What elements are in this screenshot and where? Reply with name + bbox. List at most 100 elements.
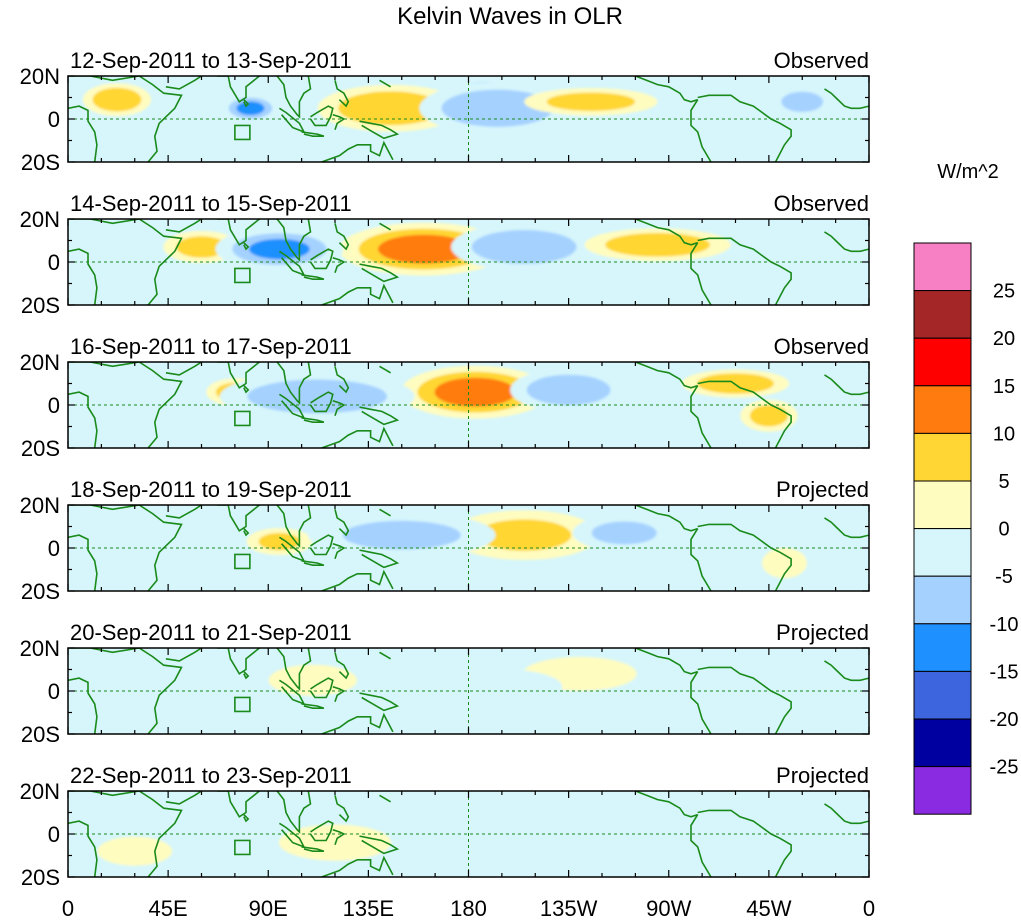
coastline: [309, 105, 334, 127]
coastline: [334, 509, 350, 537]
coastline: [697, 94, 792, 162]
colorbar-swatch: [913, 290, 972, 339]
coastline: [635, 648, 698, 675]
coastline: [697, 666, 792, 734]
panel-period-label: 16-Sep-2011 to 17-Sep-2011: [70, 334, 352, 359]
y-tick-label: 0: [48, 822, 60, 847]
coastline: [301, 703, 325, 710]
anomaly-contour: [527, 809, 677, 846]
coastline: [68, 534, 98, 591]
coastline: [68, 219, 183, 305]
anomaly-contour: [176, 236, 227, 258]
coastline: [217, 648, 260, 675]
anomaly-fills: [163, 222, 731, 276]
coastline: [824, 374, 869, 396]
anomaly-contour: [526, 374, 611, 406]
coastline: [359, 263, 400, 283]
coastline: [697, 809, 792, 877]
coastline: [379, 222, 392, 231]
y-tick-label: 20N: [20, 493, 60, 518]
coastline: [635, 505, 698, 532]
coastline: [243, 385, 250, 394]
colorbar-units: W/m^2: [937, 161, 999, 183]
colorbar-tick-label: -20: [990, 709, 1019, 731]
coastline: [379, 79, 392, 88]
colorbar-swatch: [913, 480, 972, 530]
coastlines: [68, 362, 869, 448]
anomaly-contour: [476, 519, 572, 551]
coastline: [824, 231, 869, 253]
maldives-box: [234, 839, 251, 856]
y-tick-label: 20N: [20, 350, 60, 375]
coastline: [309, 391, 334, 413]
panel-period-label: 22-Sep-2011 to 23-Sep-2011: [70, 763, 352, 788]
coastline: [243, 671, 250, 680]
anomaly-contour: [697, 373, 774, 394]
coastline: [68, 248, 98, 305]
coastline: [68, 791, 183, 877]
coastlines: [68, 505, 869, 591]
colorbar-tick-label: 5: [998, 471, 1009, 493]
colorbar-swatch: [913, 337, 972, 387]
coastline: [278, 393, 306, 420]
panel-period-label: 12-Sep-2011 to 13-Sep-2011: [70, 48, 352, 73]
coastline: [243, 242, 250, 251]
coastlines: [68, 76, 869, 162]
coastline: [309, 820, 334, 842]
y-tick-label: 20S: [21, 150, 60, 175]
coastline: [379, 794, 392, 803]
x-tick-label: 135W: [540, 896, 598, 921]
panel-status-label: Projected: [776, 763, 869, 788]
x-axis: 0 45E 90E 135E 180 135W 90W 45W 0: [62, 896, 875, 921]
panel-status-label: Observed: [774, 48, 869, 73]
coastline: [334, 366, 350, 394]
panel-status-label: Projected: [776, 477, 869, 502]
coastline: [243, 528, 250, 537]
y-tick-label: 20N: [20, 207, 60, 232]
coastline: [334, 80, 350, 108]
coastline: [309, 677, 334, 699]
x-tick-label: 180: [450, 896, 487, 921]
coastline: [301, 560, 325, 567]
maldives-box: [234, 410, 251, 427]
anomaly-contour: [471, 230, 577, 264]
x-tick-label: 45E: [149, 896, 188, 921]
coastline: [68, 677, 98, 734]
colorbar-tick-label: 10: [993, 423, 1015, 445]
anomaly-contour: [236, 101, 265, 116]
y-tick-label: 20N: [20, 779, 60, 804]
panel-2: 20N 0 20S 14-Sep-2011 to 15-Sep-2011 Observe…: [20, 191, 870, 318]
panels-group: 20N 0 20S 12-Sep-2011 to 13-Sep-2011 Observe…: [20, 48, 870, 890]
coastline: [824, 517, 869, 539]
panel-status-label: Observed: [774, 191, 869, 216]
coastline: [165, 76, 202, 90]
coastline: [276, 76, 312, 119]
coastline: [217, 76, 260, 103]
anomaly-contour: [258, 532, 301, 551]
coastline: [332, 828, 346, 846]
coastline: [217, 505, 260, 532]
colorbar-swatch: [913, 718, 972, 768]
y-tick-label: 20S: [21, 436, 60, 461]
colorbar-tick-label: -5: [995, 566, 1013, 588]
anomaly-contour: [749, 405, 788, 427]
y-tick-label: 0: [48, 536, 60, 561]
coastline: [690, 528, 712, 591]
y-tick-label: 20S: [21, 293, 60, 318]
y-tick-label: 20N: [20, 636, 60, 661]
coastline: [309, 534, 334, 556]
coastline: [359, 692, 400, 712]
maldives-box: [234, 553, 251, 570]
coastline: [278, 536, 306, 563]
x-tick-label: 0: [62, 896, 74, 921]
coastline: [379, 651, 392, 660]
coastline: [68, 820, 98, 877]
coastline: [697, 237, 792, 305]
coastline: [68, 391, 98, 448]
anomaly-contour: [546, 92, 636, 112]
anomaly-contour: [441, 89, 554, 127]
y-tick-label: 0: [48, 393, 60, 418]
coastline: [321, 569, 394, 591]
coastline: [635, 791, 698, 818]
colorbar-swatch: [913, 623, 972, 672]
